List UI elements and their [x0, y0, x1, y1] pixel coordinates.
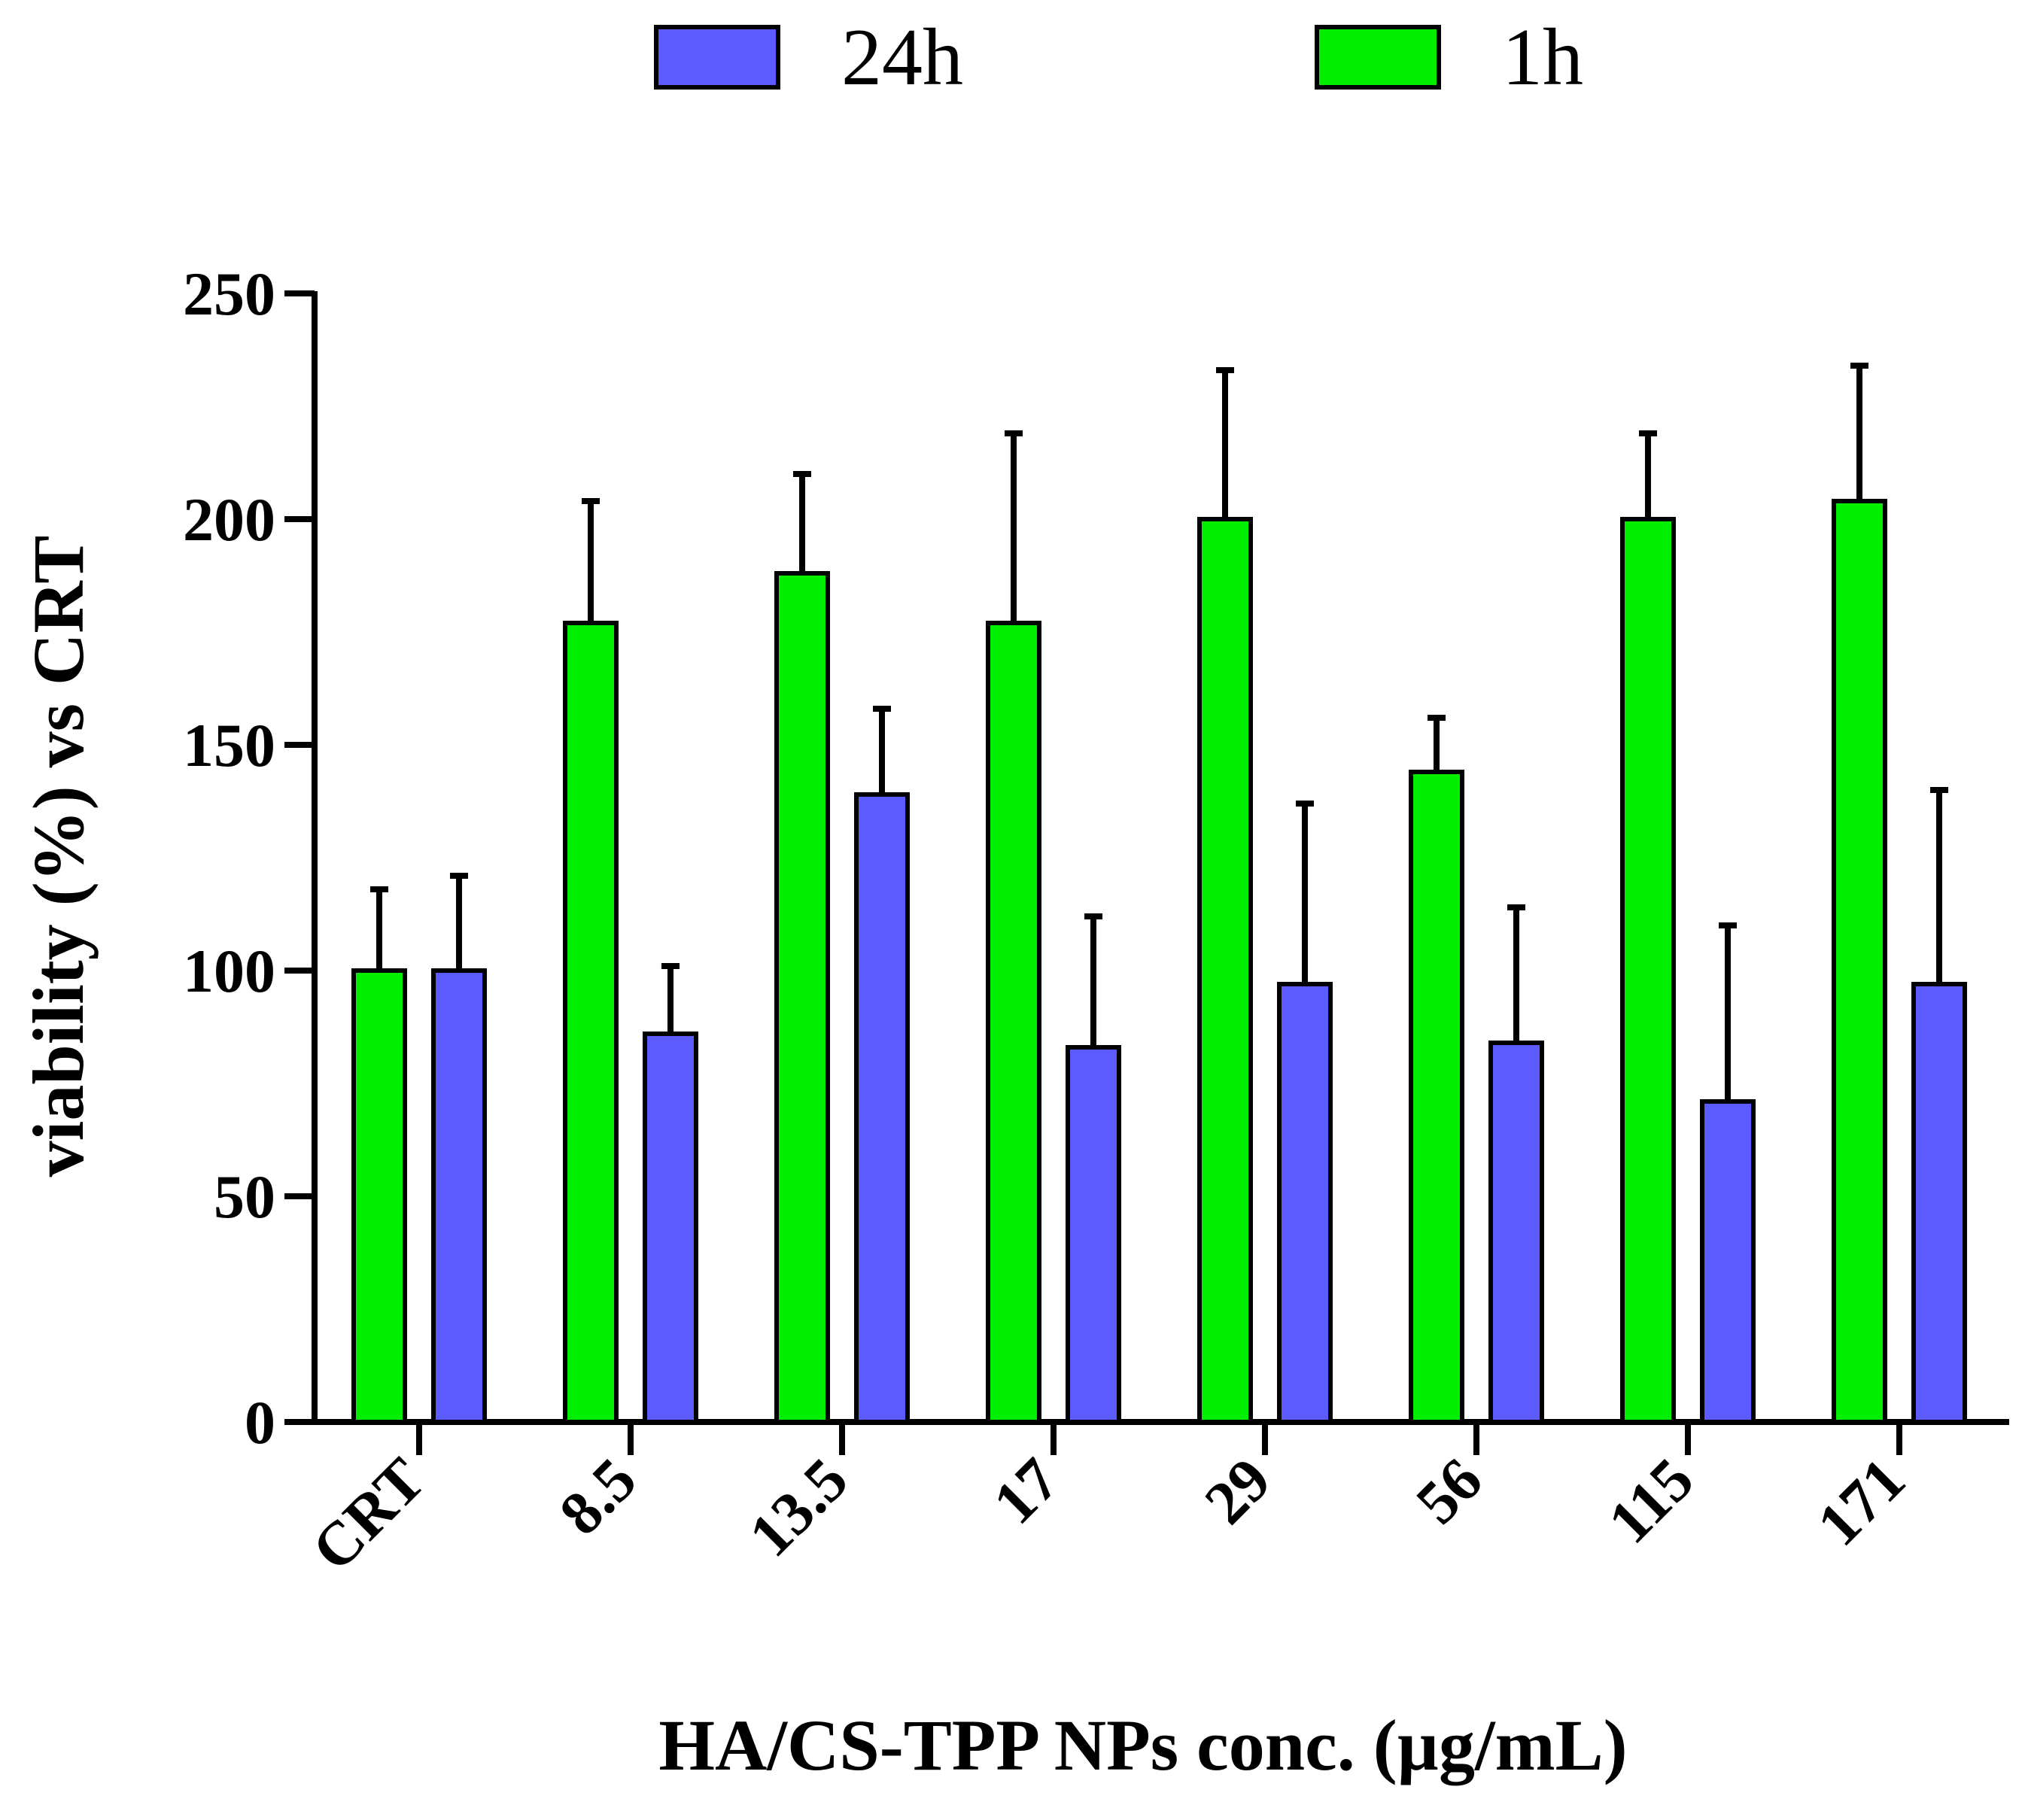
bar-1h	[774, 571, 830, 1424]
legend-label-24h: 24h	[841, 13, 963, 102]
y-tick-label: 100	[183, 937, 275, 1005]
x-tick-label: 56	[1403, 1445, 1494, 1536]
y-axis-title: viability (%) vs CRT	[18, 536, 99, 1177]
x-tick-label: 29	[1191, 1445, 1283, 1536]
y-tick-label: 200	[183, 485, 275, 554]
x-tick-label: 171	[1804, 1445, 1917, 1558]
legend-label-1h: 1h	[1502, 13, 1583, 102]
x-axis-title: HA/CS-TPP NPs conc. (µg/mL)	[658, 1705, 1627, 1785]
bar-24h	[1488, 1041, 1544, 1424]
bar-24h	[431, 968, 487, 1424]
bar-1h	[1197, 517, 1253, 1424]
y-tick-label: 150	[183, 711, 275, 779]
x-tick-label: 13.5	[736, 1445, 861, 1569]
x-tick-label: CRT	[299, 1445, 438, 1584]
bar-24h	[1277, 982, 1333, 1424]
bar-24h	[1911, 982, 1967, 1424]
y-tick-label: 50	[214, 1162, 275, 1231]
legend: 24h 1h	[654, 13, 1583, 102]
y-tick-label: 0	[245, 1388, 275, 1457]
y-axis: 0 50 100 150 200 250	[183, 260, 318, 1457]
x-tick-label: 17	[980, 1445, 1072, 1536]
bar-24h	[1700, 1099, 1756, 1424]
bars	[351, 499, 1967, 1424]
x-tick-label: 8.5	[546, 1445, 649, 1548]
x-tick-label: 115	[1595, 1445, 1707, 1556]
bar-24h	[643, 1032, 698, 1424]
x-axis: CRT 8.5 13.5 17 29 56 115 171	[299, 1419, 2009, 1584]
bar-1h	[986, 621, 1041, 1424]
bar-24h	[854, 792, 910, 1424]
legend-swatch-1h	[1315, 25, 1441, 90]
legend-swatch-24h	[654, 25, 780, 90]
bar-1h	[1832, 499, 1887, 1424]
bar-1h	[1409, 770, 1464, 1424]
bar-24h	[1066, 1045, 1121, 1424]
y-tick-label: 250	[183, 260, 275, 328]
bar-1h	[1620, 517, 1676, 1424]
bar-1h	[351, 968, 407, 1424]
bar-1h	[563, 621, 619, 1424]
error-bars	[370, 363, 1948, 1101]
